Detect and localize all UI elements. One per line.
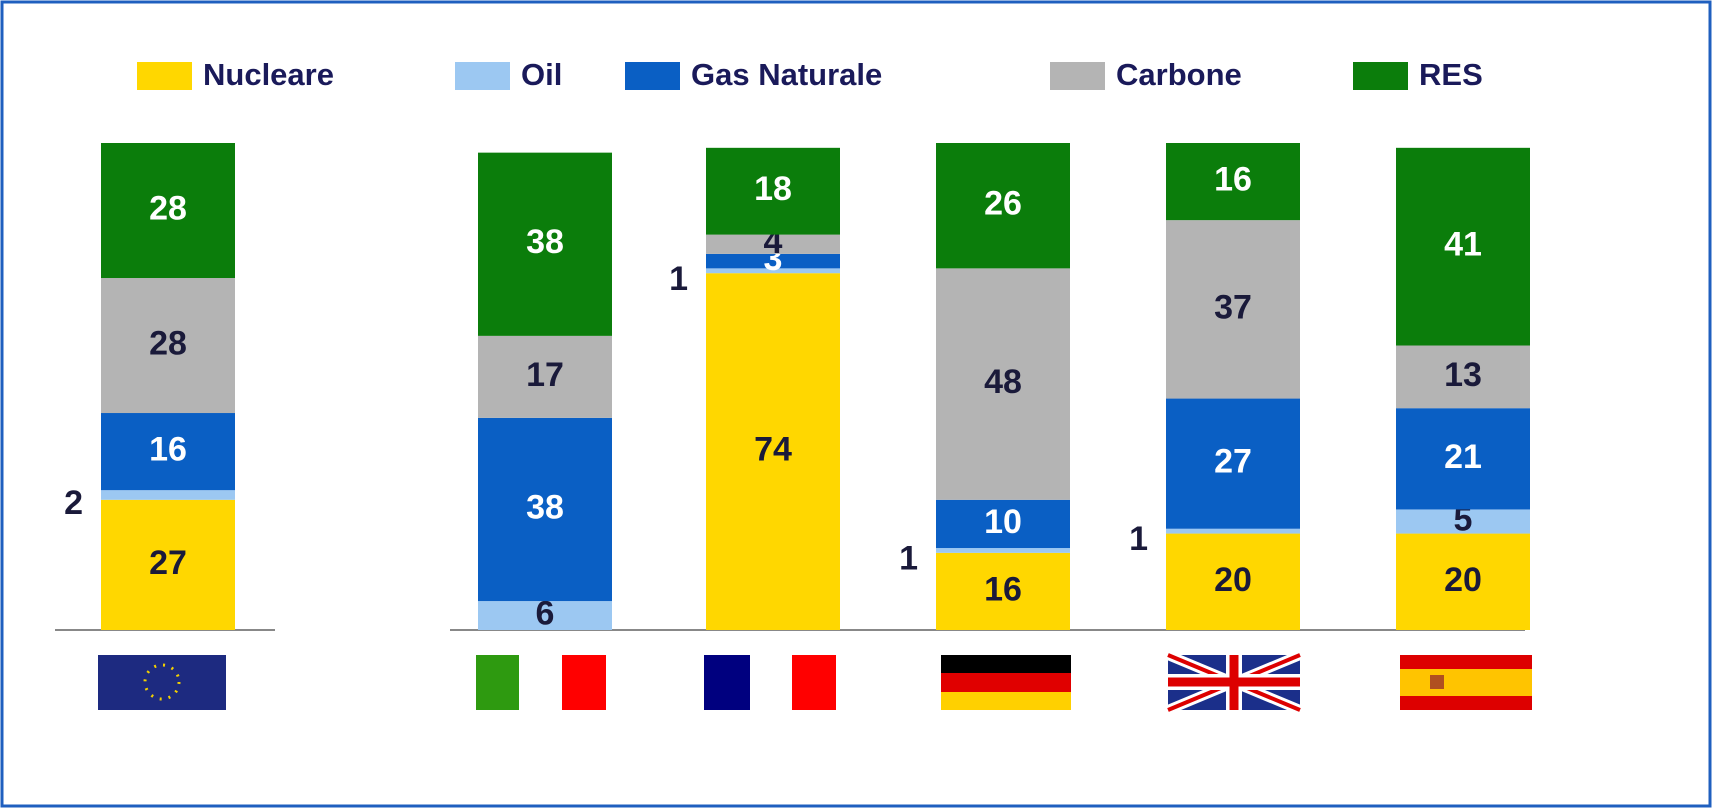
flag-eu [98,655,226,710]
data-label: 28 [149,189,187,227]
bar-segment [101,143,235,279]
bar-segment [706,253,840,269]
data-label: 27 [1214,443,1252,481]
bar-segment [706,268,840,274]
data-label: 1 [669,260,688,298]
data-label: 13 [1444,356,1482,394]
data-label: 1 [1129,520,1148,558]
bar-segment [706,273,840,630]
bar-segment [1166,220,1300,399]
bar-segment [1166,398,1300,529]
bar-segment [101,278,235,414]
flag-germany [941,655,1071,710]
data-label: 28 [149,324,187,362]
data-label: 18 [754,170,792,208]
legend-swatch [625,62,680,90]
data-label: 16 [1214,161,1252,199]
data-label: 38 [526,488,564,526]
bar-segment [478,601,612,630]
bar-segment [1396,345,1530,409]
legend-label: Oil [521,57,562,92]
bar-segment [1396,509,1530,534]
bar-segment [1166,533,1300,630]
flag-uk [1166,650,1302,715]
bar-segment [706,147,840,235]
bar-segment [936,268,1070,500]
legend-label: Gas Naturale [691,57,882,92]
data-label: 20 [1444,561,1482,599]
flag-italy [476,655,606,710]
legend-label: Nucleare [203,57,334,92]
bar-segment [478,152,612,336]
data-label: 74 [754,431,792,469]
bar-segment [1166,528,1300,534]
data-label: 26 [984,185,1022,223]
bar-segment [936,548,1070,553]
legend-swatch [137,62,192,90]
data-label: 2 [64,484,83,522]
data-label: 27 [149,544,187,582]
data-label: 21 [1444,438,1482,476]
bar-segment [1396,533,1530,630]
data-label: 41 [1444,226,1482,264]
data-label: 48 [984,363,1022,401]
legend-swatch [455,62,510,90]
data-label: 6 [536,595,555,633]
bar-segment [1396,147,1530,346]
flag-spain [1400,655,1532,710]
legend-swatch [1050,62,1105,90]
data-label: 38 [526,223,564,261]
flag-france [704,655,836,710]
bar-segment [936,552,1070,630]
legend-swatch [1353,62,1408,90]
data-label: 37 [1214,288,1252,326]
data-label: 10 [984,503,1022,541]
data-label: 20 [1214,561,1252,599]
bar-segment [478,417,612,602]
legend-label: Carbone [1116,57,1242,92]
data-label: 17 [526,356,564,394]
data-label: 16 [149,431,187,469]
data-label: 1 [899,539,918,577]
bar-segment [1166,143,1300,221]
bar-segment [706,234,840,254]
bar-segment [1396,408,1530,510]
bar-segment [101,413,235,491]
bar-segment [101,499,235,630]
data-label: 16 [984,570,1022,608]
bar-segment [936,143,1070,269]
legend-label: RES [1419,57,1483,92]
data-label: 5 [1454,500,1473,538]
bar-segment [936,499,1070,549]
bar-segment [101,490,235,500]
bar-segment [478,335,612,418]
